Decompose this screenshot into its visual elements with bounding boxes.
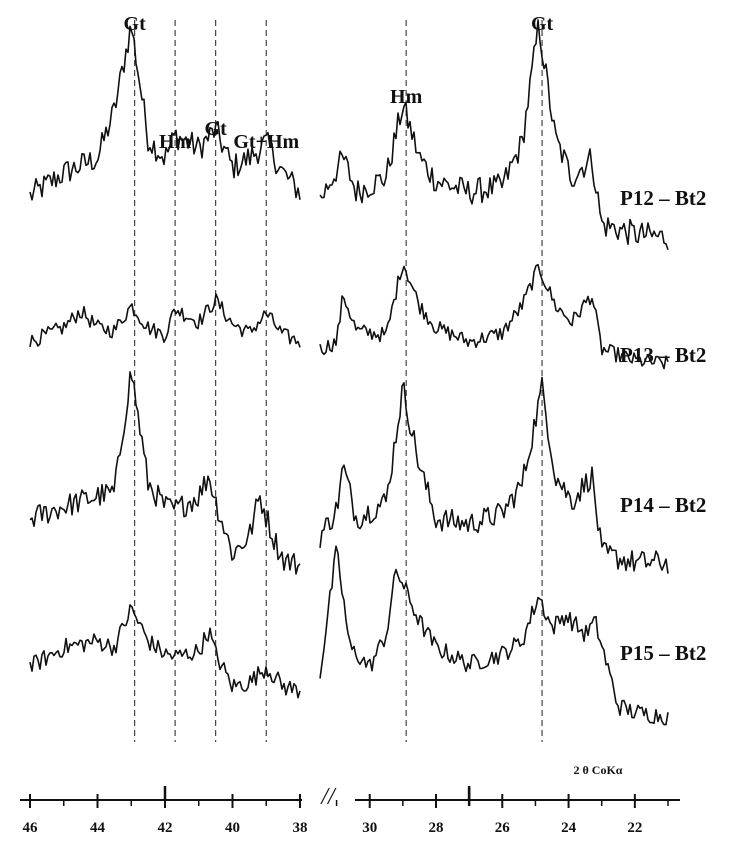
x-axis-title: 2 θ CoKα <box>574 763 623 777</box>
axis-break-mark: // <box>319 784 337 810</box>
diffraction-trace-left <box>29 604 301 699</box>
x-tick-label: 30 <box>362 820 377 836</box>
diffraction-trace-left <box>29 371 301 575</box>
peak-label: Hm <box>159 131 192 153</box>
x-tick-label: 40 <box>225 820 240 836</box>
peak-label: Gt <box>205 118 228 140</box>
diffraction-trace-right <box>319 545 669 726</box>
diffraction-trace-left <box>29 25 301 201</box>
sample-label: P14 – Bt2 <box>620 493 706 517</box>
diffraction-trace-right <box>319 19 669 251</box>
x-tick-label: 46 <box>23 820 39 836</box>
sample-label: P13 – Bt2 <box>620 343 706 367</box>
diffraction-trace-left <box>29 293 301 348</box>
peak-label: Hm <box>390 86 423 108</box>
peak-label: Gt <box>531 13 554 35</box>
x-tick-label: 26 <box>495 820 511 836</box>
diffraction-trace-right <box>319 376 669 574</box>
peak-label: Gt+Hm <box>233 131 299 153</box>
x-tick-label: 42 <box>158 820 173 836</box>
sample-label: P15 – Bt2 <box>620 641 706 665</box>
x-tick-label: 22 <box>627 820 642 836</box>
sample-label: P12 – Bt2 <box>620 186 706 210</box>
x-tick-label: 44 <box>90 820 106 836</box>
x-tick-label: 24 <box>561 820 577 836</box>
x-tick-label: 38 <box>293 820 308 836</box>
peak-label: Gt <box>124 13 147 35</box>
diffraction-trace-right <box>319 263 669 370</box>
x-tick-label: 28 <box>429 820 444 836</box>
